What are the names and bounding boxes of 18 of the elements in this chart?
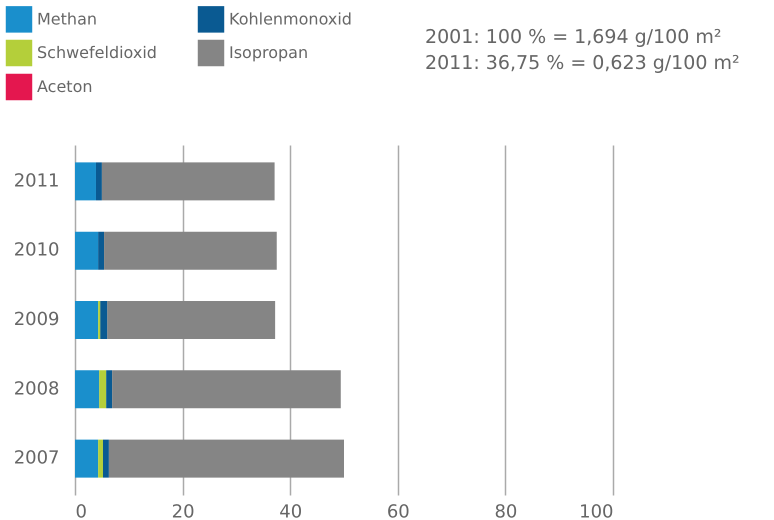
legend-label: Aceton	[37, 77, 93, 96]
y-tick-label: 2011	[14, 170, 60, 192]
x-tick-label: 100	[579, 502, 614, 520]
y-tick-label: 2009	[14, 309, 60, 330]
text: 2011: 36,75 % = 0,623 g/100 m²	[425, 52, 740, 74]
legend-label: Schwefeldioxid	[37, 43, 157, 62]
x-tick-label: 40	[279, 502, 302, 520]
x-tick-label: 20	[172, 502, 195, 520]
y-tick-label: 2008	[14, 378, 60, 400]
y-tick-label: 2010	[14, 240, 60, 261]
legend-label: Methan	[37, 9, 98, 28]
text: 2001: 100 % = 1,694 g/100 m²	[425, 26, 722, 48]
legend-label: Kohlenmonoxid	[229, 9, 352, 28]
x-tick-label: 80	[494, 502, 518, 520]
x-tick-label: 0	[76, 502, 87, 520]
x-tick-label: 60	[386, 502, 410, 520]
y-tick-label: 2007	[14, 448, 60, 469]
legend-label: Isopropan	[229, 43, 308, 62]
